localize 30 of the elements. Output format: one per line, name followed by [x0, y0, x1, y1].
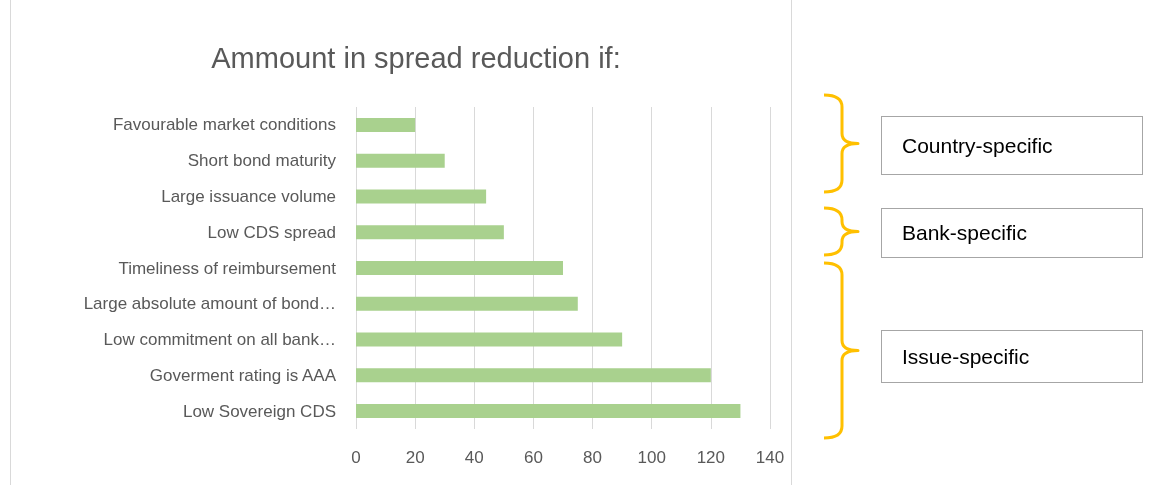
x-tick-label: 20 [405, 448, 425, 467]
y-tick-label: Low Sovereign CDS [182, 401, 336, 421]
bar [356, 296, 578, 311]
x-tick-label: 40 [464, 448, 484, 467]
x-tick-label: 0 [351, 448, 361, 467]
y-tick-label: Large issuance volume [161, 186, 336, 206]
bar [356, 332, 623, 347]
y-tick-label: Large absolute amount of bond… [83, 294, 336, 314]
bar [356, 117, 416, 132]
y-tick-label: Favourable market conditions [112, 115, 336, 135]
bar [356, 368, 711, 383]
bar [356, 225, 504, 240]
y-tick-label: Goverment rating is AAA [149, 365, 337, 385]
x-tick-label: 80 [583, 448, 603, 467]
text-box: Issue-specific [881, 330, 1143, 383]
bar [356, 404, 741, 419]
x-tick-label: 60 [523, 448, 543, 467]
x-tick-label: 140 [755, 448, 785, 467]
chart-title: Ammount in spread reduction if: [211, 41, 621, 74]
x-tick-label: 120 [696, 448, 726, 467]
text-box: Bank-specific [881, 208, 1143, 258]
text-box: Country-specific [881, 116, 1143, 175]
bar [356, 189, 487, 204]
y-tick-label: Timeliness of reimbursement [118, 258, 337, 278]
y-tick-label: Low commitment on all bank… [103, 330, 336, 350]
y-tick-label: Short bond maturity [187, 151, 337, 171]
y-tick-label: Low CDS spread [207, 222, 336, 242]
bar [356, 153, 445, 168]
bar [356, 261, 563, 275]
x-tick-label: 100 [637, 448, 666, 467]
